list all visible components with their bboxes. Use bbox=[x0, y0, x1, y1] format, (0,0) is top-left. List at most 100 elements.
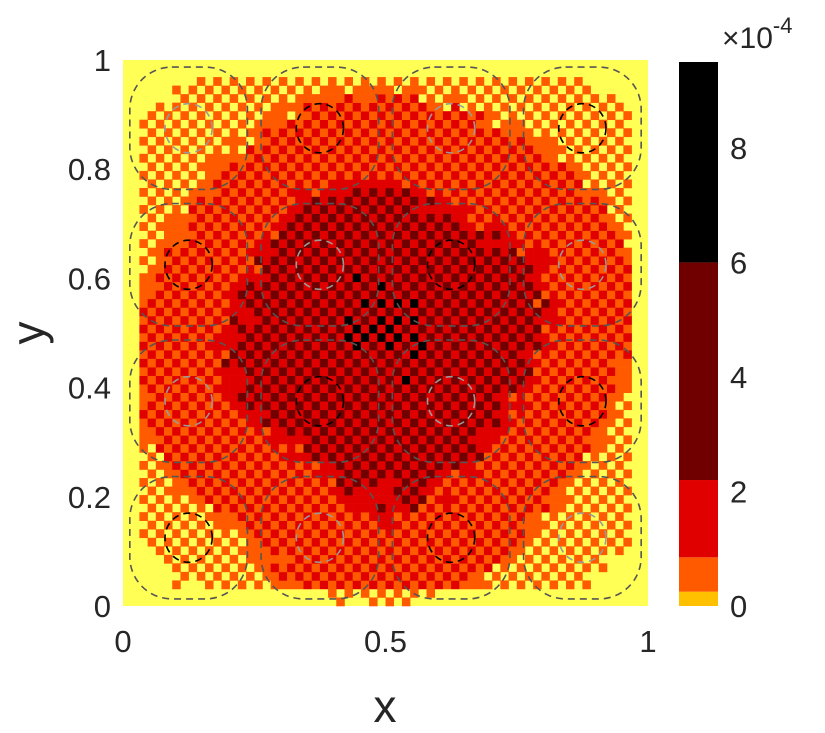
heatmap-cell bbox=[426, 495, 436, 504]
heatmap-cell bbox=[565, 469, 575, 479]
heatmap-cell bbox=[565, 273, 575, 283]
heatmap-cell bbox=[492, 264, 501, 274]
heatmap-cell bbox=[213, 162, 222, 172]
heatmap-cell bbox=[237, 409, 247, 419]
heatmap-cell bbox=[303, 546, 312, 556]
heatmap-cell bbox=[385, 392, 394, 402]
heatmap-cell bbox=[262, 222, 271, 231]
heatmap-cell bbox=[393, 375, 403, 385]
heatmap-cell bbox=[213, 281, 222, 291]
heatmap-cell bbox=[516, 452, 526, 462]
heatmap-cell bbox=[237, 264, 247, 274]
heatmap-cell bbox=[524, 401, 534, 411]
heatmap-cell bbox=[533, 264, 542, 274]
heatmap-cell bbox=[278, 222, 288, 231]
heatmap-cell bbox=[352, 333, 362, 342]
heatmap-cell bbox=[582, 290, 591, 300]
heatmap-cell bbox=[221, 239, 230, 248]
heatmap-cell bbox=[393, 554, 403, 564]
heatmap-cell bbox=[410, 213, 419, 223]
heatmap-cell bbox=[615, 136, 624, 146]
heatmap-cell bbox=[229, 333, 239, 342]
contour-inner bbox=[295, 102, 345, 154]
heatmap-cell bbox=[237, 102, 247, 112]
heatmap-cell bbox=[270, 495, 280, 504]
heatmap-cell bbox=[213, 145, 222, 155]
heatmap-cell bbox=[319, 367, 329, 376]
heatmap-cell bbox=[278, 418, 288, 428]
heatmap-cell bbox=[393, 580, 403, 590]
heatmap-cell bbox=[401, 324, 411, 334]
heatmap-cell bbox=[459, 77, 468, 86]
heatmap-cell bbox=[196, 230, 206, 240]
heatmap-cell bbox=[270, 546, 280, 556]
heatmap-cell bbox=[524, 375, 534, 385]
heatmap-cell bbox=[287, 145, 296, 155]
heatmap-cell bbox=[319, 478, 329, 487]
heatmap-cell bbox=[393, 119, 403, 129]
heatmap-cell bbox=[582, 401, 591, 411]
heatmap-cell bbox=[180, 341, 189, 351]
heatmap-cell bbox=[344, 409, 353, 419]
heatmap-cell bbox=[516, 290, 526, 300]
heatmap-cell bbox=[475, 478, 485, 487]
heatmap-cell bbox=[508, 503, 518, 513]
heatmap-cell bbox=[311, 460, 321, 470]
heatmap-cell bbox=[221, 273, 230, 283]
heatmap-cell bbox=[237, 341, 247, 351]
heatmap-cell bbox=[180, 426, 189, 436]
heatmap-cell bbox=[467, 324, 477, 334]
heatmap-cell bbox=[303, 520, 312, 530]
heatmap-cell bbox=[598, 307, 608, 317]
heatmap-cell bbox=[385, 452, 394, 462]
heatmap-cell bbox=[418, 85, 427, 95]
heatmap-cell bbox=[418, 315, 427, 325]
heatmap-cell bbox=[278, 384, 288, 394]
heatmap-cell bbox=[451, 563, 460, 573]
heatmap-cell bbox=[328, 162, 337, 172]
heatmap-cell bbox=[549, 222, 559, 231]
heatmap-cell bbox=[557, 571, 567, 581]
heatmap-cell bbox=[393, 520, 403, 530]
heatmap-cell bbox=[574, 213, 583, 223]
heatmap-cell bbox=[467, 239, 477, 248]
heatmap-cell bbox=[221, 119, 230, 129]
heatmap-cell bbox=[311, 375, 321, 385]
heatmap-cell bbox=[500, 426, 509, 436]
heatmap-cell bbox=[557, 128, 567, 138]
heatmap-cell bbox=[188, 512, 198, 521]
heatmap-cell bbox=[139, 315, 148, 325]
heatmap-cell bbox=[287, 426, 296, 436]
heatmap-cell bbox=[311, 256, 321, 266]
heatmap-cell bbox=[377, 495, 386, 504]
heatmap-cell bbox=[451, 239, 460, 248]
x-axis-label: x bbox=[374, 680, 397, 732]
heatmap-cell bbox=[360, 170, 370, 180]
heatmap-cell bbox=[352, 418, 362, 428]
heatmap-cell bbox=[475, 324, 485, 334]
heatmap-cell bbox=[426, 333, 436, 342]
heatmap-cell bbox=[278, 520, 288, 530]
heatmap-cell bbox=[426, 571, 436, 581]
heatmap-cell bbox=[270, 418, 280, 428]
heatmap-cell bbox=[196, 298, 206, 308]
heatmap-cell bbox=[262, 392, 271, 402]
heatmap-cell bbox=[393, 170, 403, 180]
heatmap-cell bbox=[254, 495, 263, 504]
heatmap-cell bbox=[237, 367, 247, 376]
heatmap-cell bbox=[434, 333, 444, 342]
heatmap-cell bbox=[508, 460, 518, 470]
heatmap-cell bbox=[221, 298, 230, 308]
heatmap-cell bbox=[549, 546, 559, 556]
heatmap-cell bbox=[426, 341, 436, 351]
heatmap-cell bbox=[287, 281, 296, 291]
heatmap-cell bbox=[172, 435, 181, 445]
heatmap-cell bbox=[188, 384, 198, 394]
heatmap-cell bbox=[196, 128, 206, 138]
heatmap-cell bbox=[418, 111, 427, 121]
heatmap-cell bbox=[270, 222, 280, 231]
heatmap-cell bbox=[188, 443, 198, 453]
heatmap-cell bbox=[360, 469, 370, 479]
heatmap-cell bbox=[262, 537, 271, 547]
heatmap-cell bbox=[139, 333, 148, 342]
